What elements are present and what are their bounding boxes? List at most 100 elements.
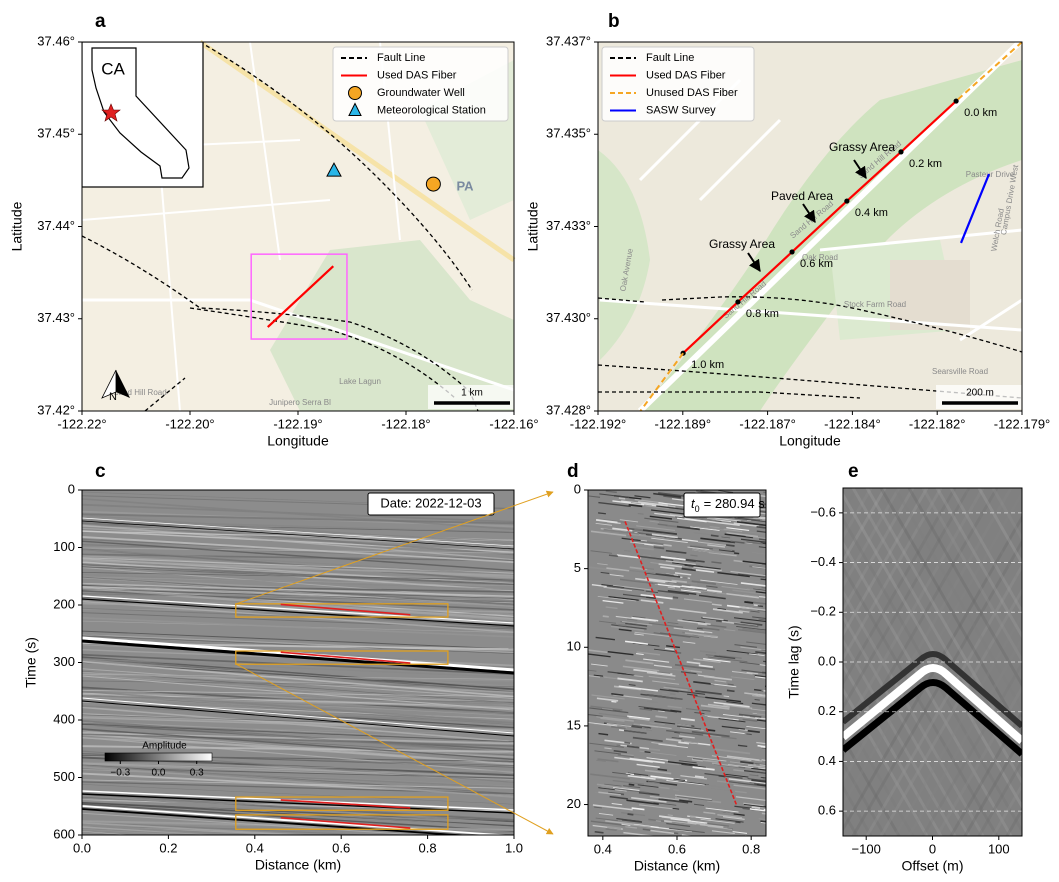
- y-tick-label: 0.4: [818, 753, 836, 768]
- noise-trace: [609, 795, 628, 800]
- noise-trace: [754, 699, 760, 701]
- noise-trace: [655, 820, 662, 822]
- noise-trace: [631, 796, 667, 803]
- fiber-line: [959, 173, 991, 244]
- noise-trace: [744, 601, 754, 604]
- noise-trace: [698, 664, 713, 668]
- noise-trace: [666, 779, 705, 786]
- x-tick-label: 0.2: [159, 840, 177, 855]
- noise-trace: [843, 488, 901, 589]
- noise-trace: [762, 574, 766, 577]
- noise-trace: [683, 669, 691, 673]
- noise-trace: [639, 707, 653, 711]
- scale-label: 200 m: [966, 388, 994, 399]
- noise-trace: [729, 761, 756, 766]
- noise-trace: [623, 831, 658, 836]
- noise-trace: [634, 546, 654, 551]
- noise-trace: [715, 748, 751, 755]
- x-tick-label: 0.6: [332, 840, 350, 855]
- noise-trace: [735, 796, 766, 801]
- noise-trace: [635, 577, 666, 584]
- noise-trace: [645, 505, 670, 510]
- noise-trace: [82, 602, 514, 613]
- noise-trace: [750, 705, 766, 709]
- x-tick-label: -122.192°: [570, 416, 627, 431]
- noise-trace: [733, 522, 759, 528]
- map-label: Sand Hill Road: [113, 388, 166, 397]
- noise-trace: [722, 714, 758, 720]
- y-tick-label: 400: [53, 711, 75, 726]
- wave-dark: [843, 651, 1022, 729]
- noise-trace: [658, 815, 690, 821]
- noise-trace: [82, 658, 514, 679]
- y-axis-label: Latitude: [9, 201, 25, 251]
- noise-trace: [658, 563, 683, 568]
- noise-trace: [675, 621, 695, 626]
- noise-trace: [732, 831, 748, 834]
- noise-trace: [621, 818, 643, 823]
- noise-trace: [588, 675, 601, 678]
- noise-trace: [82, 690, 514, 724]
- noise-trace: [82, 765, 514, 797]
- noise-trace: [618, 685, 659, 692]
- noise-trace: [700, 818, 735, 824]
- noise-trace: [611, 624, 647, 630]
- annotation: Paved Area: [771, 189, 833, 203]
- noise-trace: [723, 528, 743, 533]
- noise-trace: [611, 802, 623, 806]
- annotation: Grassy Area: [829, 140, 895, 154]
- noise-trace: [762, 671, 766, 674]
- noise-trace: [705, 654, 715, 657]
- noise-trace: [760, 595, 766, 598]
- event-black: [82, 808, 470, 835]
- noise-trace: [701, 769, 736, 775]
- panel-letter: c: [95, 461, 106, 482]
- noise-trace: [756, 526, 766, 529]
- noise-trace: [82, 514, 514, 545]
- noise-trace: [726, 700, 744, 705]
- noise-trace: [671, 821, 706, 827]
- distance-label: 0.0 km: [964, 107, 997, 119]
- noise-trace: [963, 488, 1022, 591]
- noise-trace: [82, 661, 514, 687]
- noise-trace: [672, 596, 679, 599]
- x-tick-label: -122.179°: [994, 416, 1051, 431]
- noise-trace: [599, 767, 640, 774]
- noise-trace: [637, 784, 659, 788]
- x-tick-label: -122.20°: [165, 416, 214, 431]
- noise-trace: [665, 560, 696, 566]
- noise-trace: [602, 707, 613, 711]
- noise-trace: [756, 530, 766, 533]
- noise-trace: [82, 673, 514, 682]
- noise-trace: [681, 763, 706, 768]
- map-label: Pasteur Drive: [966, 170, 1015, 179]
- y-tick-label: 37.44°: [37, 218, 75, 233]
- noise-trace: [756, 713, 766, 716]
- x-tick-label: 100: [988, 841, 1010, 856]
- noise-trace: [689, 629, 705, 633]
- noise-trace: [628, 684, 636, 686]
- station-marker: [326, 162, 342, 177]
- noise-trace: [82, 723, 514, 742]
- noise-trace: [82, 660, 514, 698]
- noise-trace: [617, 672, 635, 676]
- fiber-line: [267, 265, 335, 328]
- x-tick-label: 0.8: [419, 840, 437, 855]
- noise-trace: [672, 807, 680, 810]
- noise-trace: [760, 776, 766, 779]
- noise-trace: [683, 598, 712, 603]
- noise-trace: [82, 826, 215, 835]
- noise-trace: [82, 733, 514, 747]
- noise-trace: [594, 750, 621, 755]
- noise-trace: [1035, 488, 1059, 836]
- noise-trace: [718, 718, 746, 723]
- noise-trace: [657, 768, 668, 772]
- noise-trace: [82, 675, 514, 711]
- noise-trace: [740, 621, 763, 626]
- noise-trace: [655, 715, 668, 719]
- noise-trace: [667, 761, 698, 766]
- noise-trace: [738, 728, 749, 731]
- noise-trace: [663, 495, 682, 499]
- noise-trace: [601, 785, 614, 789]
- y-tick-label: 37.46°: [37, 33, 75, 48]
